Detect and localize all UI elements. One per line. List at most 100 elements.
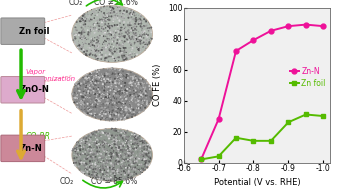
Point (85, 50, 90, 53)
Point (88, 146, 94, 149)
Point (112, 94, 118, 97)
Point (127, 159, 133, 162)
Point (106, 143, 112, 146)
Point (97, 105, 103, 108)
Point (97, 82, 103, 85)
Point (104, 109, 110, 112)
Point (119, 84, 124, 87)
Point (134, 146, 139, 149)
Point (136, 85, 141, 88)
Point (74, 153, 80, 156)
Point (134, 40, 139, 43)
Point (146, 89, 151, 92)
Point (106, 159, 111, 162)
Point (149, 33, 154, 36)
Point (115, 80, 120, 83)
Point (120, 150, 125, 153)
Point (109, 68, 115, 71)
Point (94, 13, 100, 16)
Point (144, 163, 150, 167)
Point (119, 99, 124, 102)
Point (120, 91, 125, 94)
Point (110, 156, 115, 159)
Point (89, 17, 94, 20)
Point (89, 139, 94, 143)
Point (97, 146, 102, 149)
Point (138, 169, 144, 172)
Point (100, 142, 105, 145)
Point (108, 90, 114, 93)
Point (135, 36, 140, 40)
Point (120, 164, 126, 167)
Point (115, 172, 121, 175)
Point (128, 46, 133, 49)
Point (81, 19, 86, 22)
Point (87, 137, 92, 140)
Point (130, 160, 136, 163)
Point (110, 9, 115, 12)
Point (74, 32, 80, 35)
Point (96, 50, 101, 53)
Point (110, 81, 115, 84)
Point (76, 31, 82, 34)
Point (124, 72, 130, 75)
Point (121, 13, 127, 16)
Ellipse shape (72, 129, 152, 181)
Point (117, 9, 123, 12)
Point (137, 33, 142, 36)
Point (93, 163, 98, 166)
Point (119, 136, 124, 139)
Point (87, 104, 92, 107)
Point (123, 158, 128, 161)
Point (122, 164, 127, 167)
Point (144, 152, 149, 155)
Point (118, 75, 124, 78)
Point (111, 40, 117, 43)
Point (104, 50, 109, 53)
Point (84, 52, 89, 55)
Point (132, 156, 137, 159)
Point (80, 51, 86, 54)
Point (142, 31, 147, 34)
Point (112, 87, 118, 90)
Point (128, 9, 134, 12)
Point (124, 95, 129, 98)
Point (125, 160, 131, 163)
Point (131, 31, 136, 34)
Point (78, 149, 83, 152)
Point (127, 154, 132, 157)
Point (115, 40, 121, 43)
Point (116, 36, 122, 39)
Point (115, 157, 120, 160)
Point (104, 73, 110, 76)
Point (116, 167, 122, 170)
Point (78, 82, 84, 85)
Point (105, 132, 111, 135)
Point (109, 11, 114, 14)
Point (129, 176, 135, 179)
Point (149, 37, 154, 40)
Point (146, 155, 152, 158)
Point (139, 93, 144, 96)
Point (119, 176, 125, 179)
Point (138, 15, 144, 18)
Point (91, 99, 97, 102)
Point (89, 72, 94, 75)
Point (112, 94, 117, 97)
Point (137, 37, 143, 40)
Point (75, 97, 80, 100)
Point (100, 177, 106, 180)
Point (134, 93, 140, 96)
Point (132, 132, 138, 135)
Point (116, 101, 122, 104)
Point (133, 109, 138, 112)
Point (95, 177, 100, 180)
Point (143, 164, 148, 167)
Point (132, 166, 138, 169)
Point (91, 153, 96, 156)
Point (135, 45, 141, 48)
Point (121, 90, 127, 93)
Point (148, 154, 153, 157)
Point (94, 95, 99, 98)
Point (146, 145, 151, 148)
